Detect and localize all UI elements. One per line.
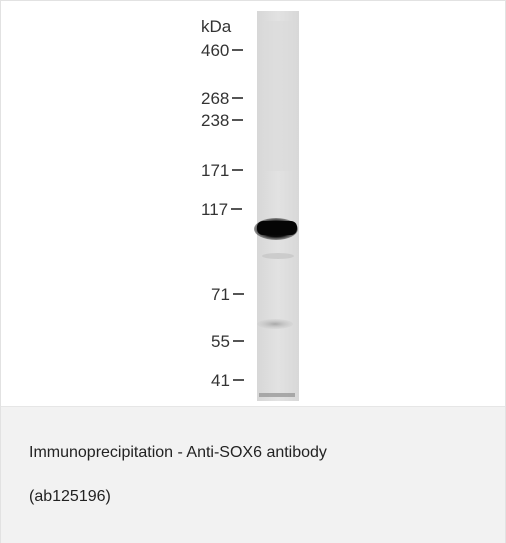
marker-tick bbox=[232, 168, 244, 171]
marker-label: 238 bbox=[201, 111, 230, 130]
marker-tick bbox=[231, 207, 243, 210]
faint-band-upper bbox=[262, 253, 294, 259]
western-blot-figure: kDa 460 268 238 171 117 71 55 41 bbox=[1, 1, 505, 406]
caption-product-code: (ab125196) bbox=[29, 488, 111, 505]
marker-label: 71 bbox=[211, 285, 230, 304]
marker-label: 460 bbox=[201, 41, 230, 60]
faint-band-lower bbox=[257, 319, 293, 329]
marker-label: 268 bbox=[201, 89, 230, 108]
marker-71: 71 bbox=[211, 286, 244, 303]
kda-unit-label: kDa bbox=[201, 17, 232, 36]
marker-tick bbox=[232, 292, 244, 295]
bottom-band bbox=[259, 393, 295, 397]
marker-tick bbox=[232, 118, 244, 121]
main-band-core bbox=[257, 221, 297, 235]
marker-tick bbox=[232, 96, 244, 99]
marker-117: 117 bbox=[201, 200, 243, 219]
blot-image bbox=[254, 11, 299, 401]
marker-460: 460 bbox=[201, 41, 244, 60]
marker-268: 268 bbox=[201, 89, 244, 108]
marker-238: 238 bbox=[201, 111, 244, 130]
figure-caption: Immunoprecipitation - Anti-SOX6 antibody… bbox=[1, 406, 505, 543]
marker-41: 41 bbox=[211, 372, 244, 389]
marker-tick bbox=[232, 378, 244, 381]
lane-smear-upper bbox=[263, 21, 293, 171]
marker-label: 55 bbox=[211, 332, 230, 351]
marker-tick bbox=[232, 48, 244, 51]
marker-171: 171 bbox=[201, 161, 244, 180]
marker-label: 41 bbox=[211, 371, 230, 390]
marker-label: 171 bbox=[201, 161, 230, 180]
marker-label: 117 bbox=[201, 200, 229, 219]
marker-55: 55 bbox=[211, 333, 244, 350]
marker-tick bbox=[232, 339, 244, 342]
caption-title: Immunoprecipitation - Anti-SOX6 antibody bbox=[29, 444, 327, 461]
